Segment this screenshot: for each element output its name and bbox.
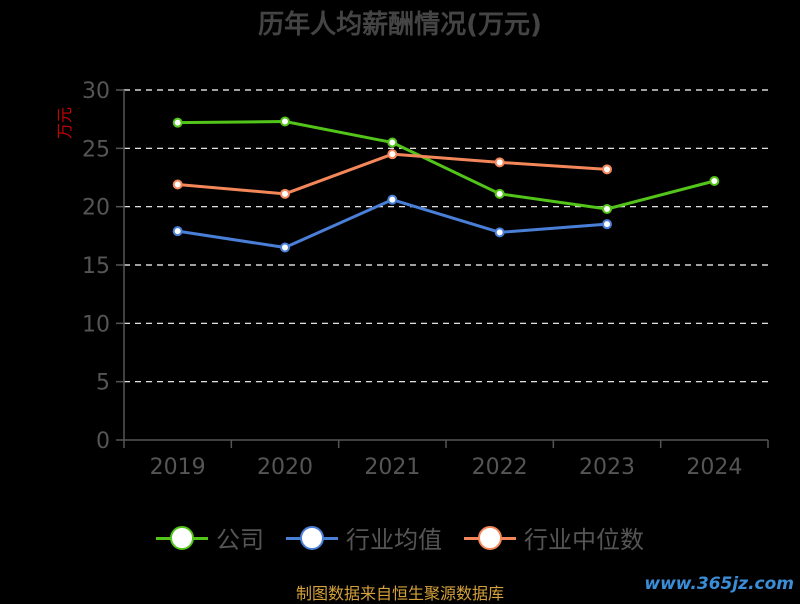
data-point — [494, 157, 505, 168]
data-point — [280, 116, 290, 127]
data-point — [172, 226, 183, 237]
source-note: 制图数据来自恒生聚源数据库 — [295, 584, 504, 603]
x-tick-label: 2020 — [257, 455, 313, 480]
legend-swatch — [156, 525, 208, 551]
x-tick-label: 2022 — [472, 455, 528, 480]
legend-swatch — [464, 525, 516, 551]
data-point — [387, 194, 398, 205]
y-tick-label: 5 — [96, 371, 110, 396]
y-tick-label: 30 — [82, 79, 110, 104]
data-point — [602, 219, 612, 230]
y-tick-label: 15 — [82, 254, 110, 279]
legend-item[interactable]: 公司 — [156, 520, 264, 555]
y-tick-label: 10 — [82, 312, 110, 337]
x-tick-label: 2019 — [150, 455, 206, 480]
axes: 0 5 10 15 20 25 30 2019 2020 2021 2022 2023 2024 — [82, 79, 769, 480]
x-tick-label: 2021 — [364, 455, 420, 480]
series-line-2 — [177, 152, 608, 196]
x-tick-label: 2023 — [579, 455, 635, 480]
chart-title: 历年人均薪酬情况(万元) — [258, 10, 542, 40]
data-point — [172, 117, 183, 128]
data-point — [280, 242, 290, 253]
data-point — [709, 176, 720, 186]
data-point — [494, 188, 505, 199]
data-point — [280, 188, 290, 199]
x-tick-label: 2024 — [686, 455, 742, 480]
legend: 公司 行业均值 行业中位数 — [0, 520, 800, 555]
y-tick-label: 25 — [82, 137, 110, 162]
data-point — [602, 204, 612, 214]
legend-label: 行业中位数 — [524, 526, 644, 554]
data-point — [387, 149, 398, 160]
legend-label: 公司 — [216, 526, 264, 554]
legend-item[interactable]: 行业中位数 — [464, 520, 644, 555]
grid-lines — [124, 89, 768, 383]
data-point — [387, 137, 398, 148]
y-axis-label: 万元 — [55, 107, 74, 139]
legend-label: 行业均值 — [346, 526, 442, 554]
series-line-0 — [177, 120, 715, 211]
y-tick-label: 0 — [96, 429, 110, 454]
legend-item[interactable]: 行业均值 — [286, 520, 442, 555]
legend-swatch — [286, 525, 338, 551]
data-point — [602, 164, 612, 175]
series-lines — [172, 116, 720, 253]
data-point — [494, 227, 505, 238]
y-tick-label: 20 — [82, 196, 110, 221]
watermark: www.365jz.com — [644, 574, 794, 594]
data-point — [172, 179, 183, 190]
